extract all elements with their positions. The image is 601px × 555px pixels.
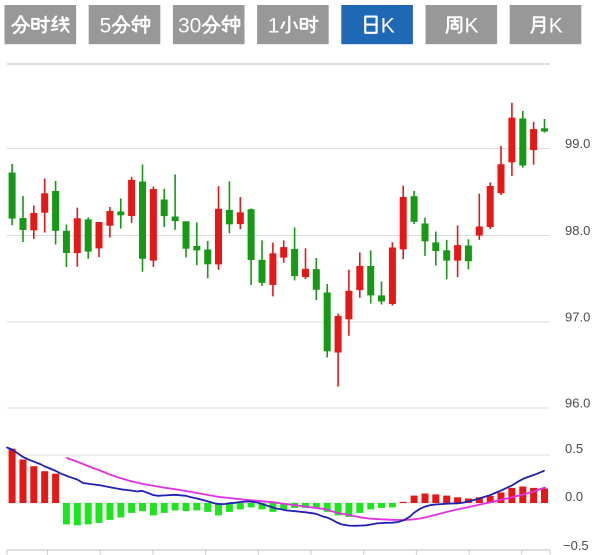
svg-text:−0.5: −0.5 — [563, 538, 589, 553]
svg-text:5: 5 — [100, 14, 112, 37]
svg-text:K: K — [465, 14, 479, 37]
svg-text:0.0: 0.0 — [565, 489, 583, 504]
svg-text:K: K — [381, 14, 395, 37]
svg-text:1: 1 — [268, 14, 280, 37]
svg-text:0.5: 0.5 — [565, 441, 583, 456]
svg-text:98.0: 98.0 — [565, 223, 590, 238]
svg-text:K: K — [549, 14, 563, 37]
svg-text:30: 30 — [178, 14, 201, 37]
svg-text:99.0: 99.0 — [565, 136, 590, 151]
svg-text:96.0: 96.0 — [565, 396, 590, 411]
svg-text:97.0: 97.0 — [565, 310, 590, 325]
